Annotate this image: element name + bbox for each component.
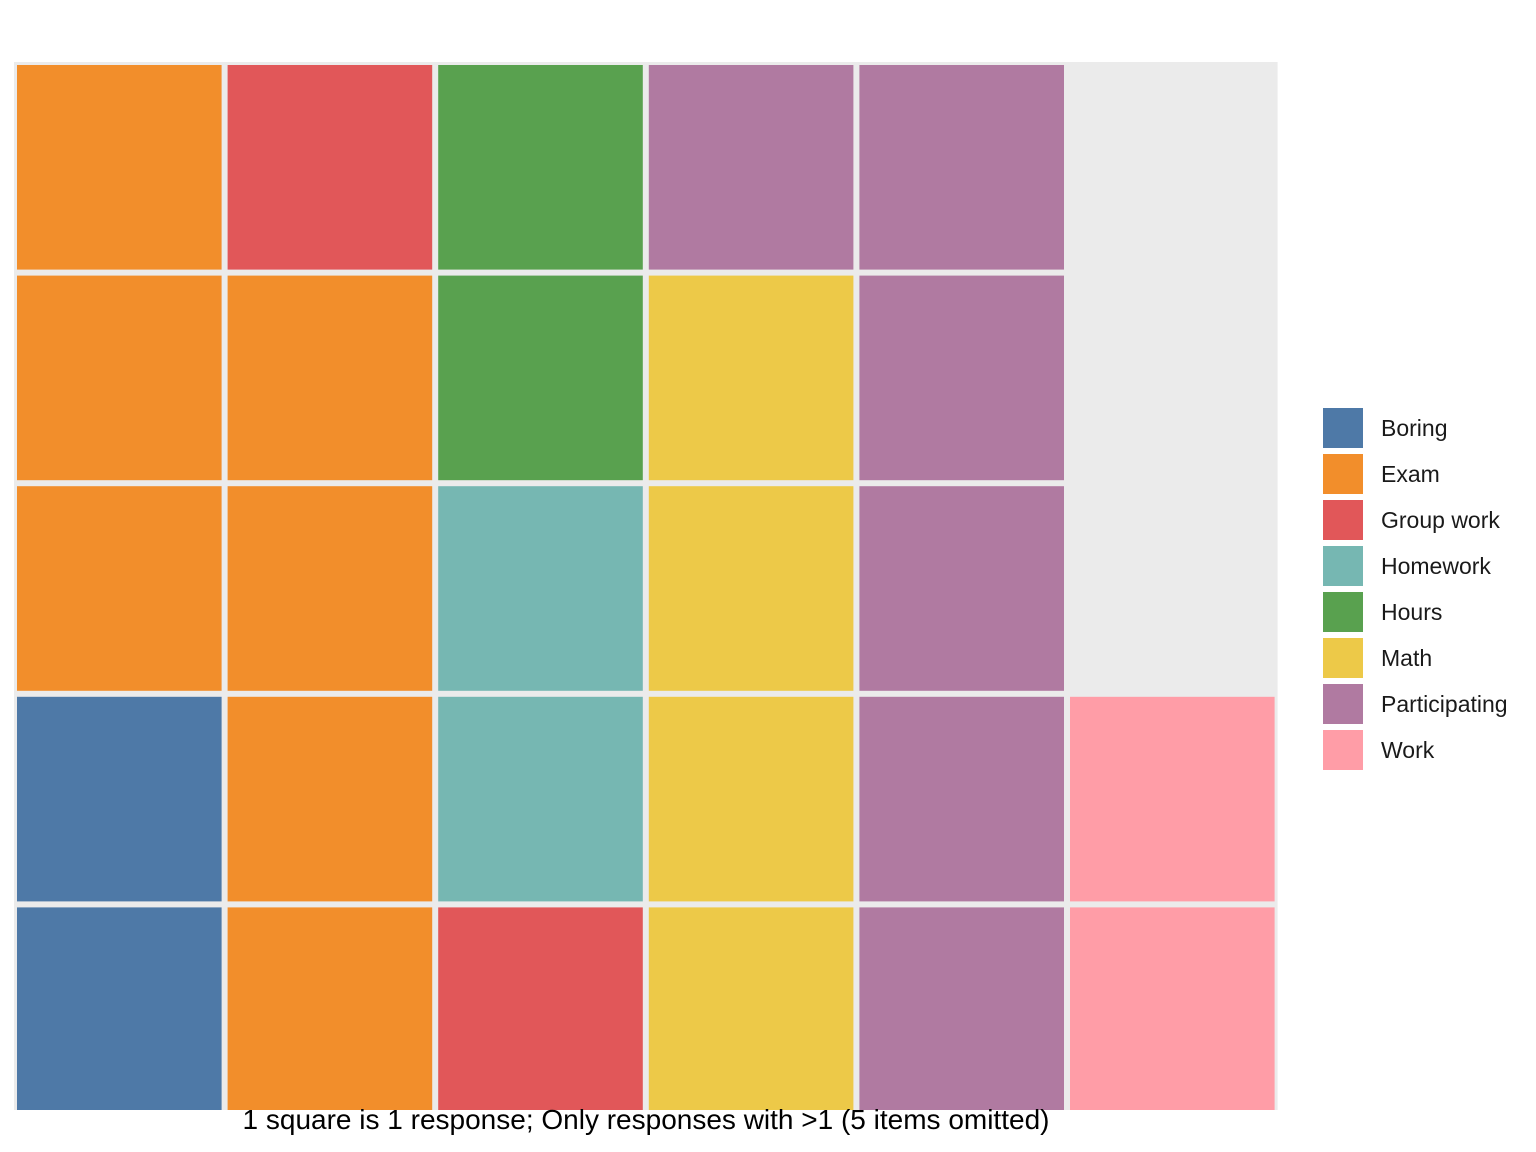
legend-label: Hours: [1381, 598, 1443, 625]
waffle-square-work: [1070, 696, 1275, 902]
waffle-square-exam: [227, 696, 433, 902]
waffle-square-math: [648, 696, 854, 902]
legend-item: Work: [1322, 727, 1508, 773]
waffle-square-exam: [17, 65, 222, 270]
legend-label: Participating: [1381, 690, 1508, 717]
waffle-square-exam: [227, 275, 433, 481]
waffle-square-empty: [1070, 65, 1275, 270]
legend-item: Boring: [1322, 405, 1508, 451]
waffle-square-hours: [438, 275, 643, 481]
waffle-square-exam: [17, 275, 222, 481]
legend-key: [1322, 545, 1364, 587]
waffle-square-group-work: [227, 65, 433, 270]
waffle-square-hours: [438, 65, 643, 270]
legend-item: Homework: [1322, 543, 1508, 589]
waffle-square-participating: [859, 907, 1064, 1110]
waffle-square-homework: [438, 696, 643, 902]
legend-label: Boring: [1381, 414, 1448, 441]
waffle-square-work: [1070, 907, 1275, 1110]
waffle-square-boring: [17, 696, 222, 902]
legend-label: Work: [1381, 736, 1435, 763]
waffle-square-math: [648, 486, 854, 691]
waffle-square-empty: [1070, 486, 1275, 691]
legend-label: Exam: [1381, 460, 1440, 487]
waffle-square-group-work: [438, 907, 643, 1110]
waffle-square-exam: [17, 486, 222, 691]
legend-item: Group work: [1322, 497, 1508, 543]
waffle-square-participating: [859, 275, 1064, 481]
chart-legend: Boring Exam Group work Homework Hours Math Par…: [1322, 405, 1508, 773]
legend-key: [1322, 591, 1364, 633]
waffle-chart: [14, 62, 1278, 1110]
waffle-square-homework: [438, 486, 643, 691]
chart-caption: 1 square is 1 response; Only responses w…: [242, 1104, 1050, 1135]
legend-label: Math: [1381, 644, 1433, 671]
waffle-square-participating: [859, 65, 1064, 270]
waffle-square-participating: [859, 696, 1064, 902]
waffle-square-boring: [17, 907, 222, 1110]
legend-item: Math: [1322, 635, 1508, 681]
waffle-square-math: [648, 907, 854, 1110]
legend-key: [1322, 453, 1364, 495]
legend-item: Participating: [1322, 681, 1508, 727]
legend-item: Exam: [1322, 451, 1508, 497]
waffle-square-empty: [1070, 275, 1275, 481]
waffle-square-exam: [227, 486, 433, 691]
waffle-square-participating: [648, 65, 854, 270]
legend-label: Homework: [1381, 552, 1491, 579]
legend-key: [1322, 407, 1364, 449]
waffle-square-exam: [227, 907, 433, 1110]
legend-item: Hours: [1322, 589, 1508, 635]
legend-key: [1322, 499, 1364, 541]
legend-key: [1322, 729, 1364, 771]
waffle-square-participating: [859, 486, 1064, 691]
waffle-square-math: [648, 275, 854, 481]
legend-key: [1322, 637, 1364, 679]
waffle-background: [14, 62, 1278, 1110]
legend-label: Group work: [1381, 506, 1500, 533]
legend-key: [1322, 683, 1364, 725]
